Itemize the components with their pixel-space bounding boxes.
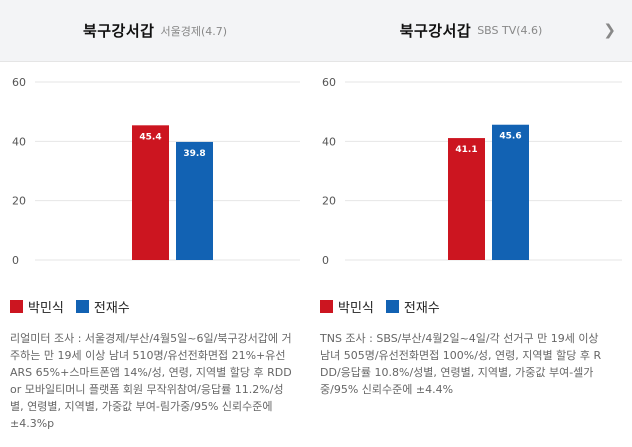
- data-label: 39.8: [183, 149, 205, 159]
- poll-panel-left: 북구강서갑 서울경제(4.7) 0 20 40 60 45.4 39.8 박민식 전재수 …: [0, 0, 311, 447]
- y-tick-label: 20: [12, 195, 26, 208]
- panel-header: 북구강서갑 SBS TV(4.6) ❯: [310, 0, 632, 62]
- bar-candidate1: [132, 125, 169, 261]
- y-tick-label: 60: [322, 76, 336, 89]
- data-label: 45.4: [139, 132, 161, 142]
- poll-panel-right: 북구강서갑 SBS TV(4.6) ❯ 0 20 40 60 41.1 45.6 박민식 …: [310, 0, 632, 447]
- legend-swatch-blue: [385, 300, 399, 313]
- legend-label: 전재수: [403, 301, 440, 316]
- legend-item-candidate2: 전재수: [75, 297, 130, 316]
- data-label: 41.1: [455, 145, 477, 155]
- y-tick-label: 0: [322, 254, 329, 267]
- poll-source: SBS TV(4.6): [477, 24, 543, 37]
- legend-item-candidate2: 전재수: [385, 297, 440, 316]
- chart-legend: 박민식 전재수: [320, 297, 452, 316]
- y-tick-label: 0: [12, 254, 19, 267]
- poll-methodology-note: 리얼미터 조사 : 서울경제/부산/4월5일~6일/북구강서갑에 거주하는 만 …: [10, 332, 292, 430]
- legend-item-candidate1: 박민식: [320, 297, 374, 316]
- district-title: 북구강서갑: [399, 22, 472, 40]
- legend-item-candidate1: 박민식: [10, 297, 64, 316]
- poll-methodology-note: TNS 조사 : SBS/부산/4월2일~4일/각 선거구 만 19세 이상 남…: [320, 332, 602, 396]
- chart-legend: 박민식 전재수: [10, 297, 142, 316]
- bar-candidate1: [448, 138, 485, 260]
- panel-header: 북구강서갑 서울경제(4.7): [0, 0, 310, 62]
- y-tick-label: 40: [322, 135, 336, 148]
- bar-chart: 0 20 40 60 41.1 45.6: [322, 76, 622, 267]
- data-label: 45.6: [499, 132, 521, 142]
- poll-source: 서울경제(4.7): [160, 24, 228, 38]
- chevron-right-icon[interactable]: ❯: [603, 21, 616, 39]
- y-tick-label: 20: [322, 195, 336, 208]
- legend-swatch-red: [10, 300, 23, 313]
- legend-label: 전재수: [93, 301, 130, 316]
- y-tick-label: 40: [12, 135, 26, 148]
- legend-label: 박민식: [28, 301, 64, 316]
- district-title: 북구강서갑: [82, 22, 155, 40]
- bar-candidate2: [492, 124, 529, 260]
- y-tick-label: 60: [12, 76, 26, 89]
- legend-swatch-blue: [75, 300, 89, 313]
- legend-label: 박민식: [338, 301, 374, 316]
- legend-swatch-red: [320, 300, 333, 313]
- bar-chart: 0 20 40 60 45.4 39.8: [12, 76, 300, 267]
- bar-candidate2: [176, 141, 213, 260]
